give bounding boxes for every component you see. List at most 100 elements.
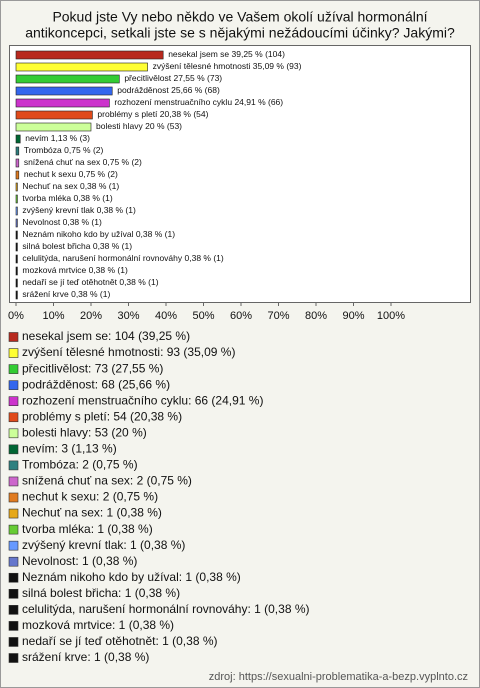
bar-label: bolesti hlavy 20 % (53) xyxy=(96,121,182,131)
legend-label: Nevolnost: 1 (0,38 %) xyxy=(22,554,137,568)
legend-swatch xyxy=(8,364,19,374)
bar-value-label: 0,75 % (2) xyxy=(64,145,103,155)
bar-value-label: 39,25 % (104) xyxy=(232,49,286,59)
legend-swatch xyxy=(8,396,19,407)
legend-label: přecitlivělost: 73 (27,55 %) xyxy=(22,361,163,375)
bar-category: problémy s pletí xyxy=(97,109,158,119)
legend-label: snížená chuť na sex: 2 (0,75 %) xyxy=(22,474,192,488)
bar-label: problémy s pletí 20,38 % (54) xyxy=(97,109,208,119)
bar-value-label: 20,38 % (54) xyxy=(160,109,209,119)
bar xyxy=(15,230,18,240)
bar-label: nechut k sexu 0,75 % (2) xyxy=(24,169,118,179)
bar-label: nevím 1,13 % (3) xyxy=(25,133,90,143)
bar-value-label: 0,38 % (1) xyxy=(73,193,112,203)
bar-value-label: 0,38 % (1) xyxy=(97,205,136,215)
bar-value-label: 0,75 % (2) xyxy=(79,169,118,179)
bar-label: Nevolnost 0,38 % (1) xyxy=(22,217,102,227)
legend-swatch xyxy=(8,524,19,535)
bar-category: srážení krve xyxy=(22,289,69,299)
x-tick-label: 90% xyxy=(342,310,364,322)
bar xyxy=(15,146,20,156)
legend-swatch xyxy=(8,621,19,631)
bar-label: celulitýda, narušení hormonální rovnováh… xyxy=(22,253,223,263)
bar-value-label: 35,09 % (93) xyxy=(253,61,302,71)
bar-value-label: 27,55 % (73) xyxy=(173,73,222,83)
legend-swatch xyxy=(8,637,19,647)
legend-swatch xyxy=(8,444,19,455)
bar-label: tvorba mléka 0,38 % (1) xyxy=(22,193,112,203)
x-tick-label: 50% xyxy=(192,310,214,322)
bar-label: srážení krve 0,38 % (1) xyxy=(22,289,110,299)
legend-label: Trombóza: 2 (0,75 %) xyxy=(22,458,138,472)
legend-swatch xyxy=(8,428,19,439)
legend-swatch xyxy=(8,460,19,471)
legend-label: nesekal jsem se: 104 (39,25 %) xyxy=(22,329,190,343)
legend-label: nevím: 3 (1,13 %) xyxy=(22,442,117,456)
bar-value-label: 24,91 % (66) xyxy=(234,97,283,107)
x-tick-label: 20% xyxy=(80,310,102,322)
bar xyxy=(15,74,120,84)
bar xyxy=(15,206,18,216)
legend-swatch xyxy=(8,572,19,583)
bar xyxy=(15,242,18,252)
bar-label: zvýšení tělesné hmotnosti 35,09 % (93) xyxy=(153,61,302,71)
bar xyxy=(15,122,92,132)
bar-label: nesekal jsem se 39,25 % (104) xyxy=(168,49,285,59)
bar xyxy=(15,218,18,228)
bar-value-label: 0,75 % (2) xyxy=(103,157,142,167)
legend-swatch xyxy=(8,605,19,615)
bar xyxy=(15,290,18,300)
bar-category: Nevolnost xyxy=(22,217,60,227)
x-tick-label: 60% xyxy=(230,310,252,322)
bar xyxy=(15,278,18,288)
bar xyxy=(15,50,164,60)
bar-category: bolesti hlavy xyxy=(96,121,144,131)
x-tick-label: 70% xyxy=(267,310,289,322)
x-tick-label: 80% xyxy=(305,310,327,322)
chart-title: antikoncepci, setkali jste se s nějakými… xyxy=(25,25,455,41)
bar-label: silná bolest břicha 0,38 % (1) xyxy=(22,241,132,251)
bar-value-label: 0,38 % (1) xyxy=(80,181,119,191)
bar-label: přecitlivělost 27,55 % (73) xyxy=(124,73,222,83)
legend-swatch xyxy=(8,653,19,663)
bar xyxy=(15,98,110,108)
bar-value-label: 0,38 % (1) xyxy=(71,289,110,299)
bar xyxy=(15,86,113,96)
bar-category: zvýšení tělesné hmotnosti xyxy=(153,61,251,71)
bar xyxy=(15,194,18,204)
bar-category: nedaří se jí teď otěhotnět xyxy=(22,277,117,287)
bar-category: tvorba mléka xyxy=(22,193,71,203)
bar-category: přecitlivělost xyxy=(124,73,171,83)
bar-value-label: 0,38 % (1) xyxy=(93,241,132,251)
legend-swatch xyxy=(8,556,19,567)
legend-label: zvýšený krevní tlak: 1 (0,38 %) xyxy=(22,538,185,552)
bar-category: nechut k sexu xyxy=(24,169,77,179)
bar-value-label: 0,38 % (1) xyxy=(119,277,158,287)
x-tick-label: 40% xyxy=(155,310,177,322)
bar-value-label: 0,38 % (1) xyxy=(185,253,224,263)
x-tick-label: 10% xyxy=(42,310,64,322)
legend-label: nedaří se jí teď otěhotnět: 1 (0,38 %) xyxy=(22,634,218,648)
x-tick-label: 100% xyxy=(377,310,405,322)
legend-swatch xyxy=(8,508,19,519)
legend-swatch xyxy=(8,412,19,423)
bar xyxy=(15,134,21,144)
legend-label: srážení krve: 1 (0,38 %) xyxy=(22,650,149,664)
legend-swatch xyxy=(8,332,19,342)
legend-label: problémy s pletí: 54 (20,38 %) xyxy=(22,409,182,423)
bar xyxy=(15,182,18,192)
legend-label: bolesti hlavy: 53 (20 %) xyxy=(22,425,147,439)
bar-label: snížená chuť na sex 0,75 % (2) xyxy=(24,157,142,167)
bar-category: rozhození menstruačního cyklu xyxy=(114,97,232,107)
x-tick-label: 30% xyxy=(117,310,139,322)
bar xyxy=(15,158,20,168)
legend-swatch xyxy=(8,348,19,358)
bar-category: Trombóza xyxy=(24,145,62,155)
bar-category: celulitýda, narušení hormonální rovnováh… xyxy=(22,253,182,263)
bar xyxy=(15,62,148,72)
bar-value-label: 0,38 % (1) xyxy=(89,265,128,275)
bar-label: Neznám nikoho kdo by užíval 0,38 % (1) xyxy=(22,229,175,239)
bar-label: mozková mrtvice 0,38 % (1) xyxy=(22,265,128,275)
bar-label: zvýšený krevní tlak 0,38 % (1) xyxy=(22,205,136,215)
